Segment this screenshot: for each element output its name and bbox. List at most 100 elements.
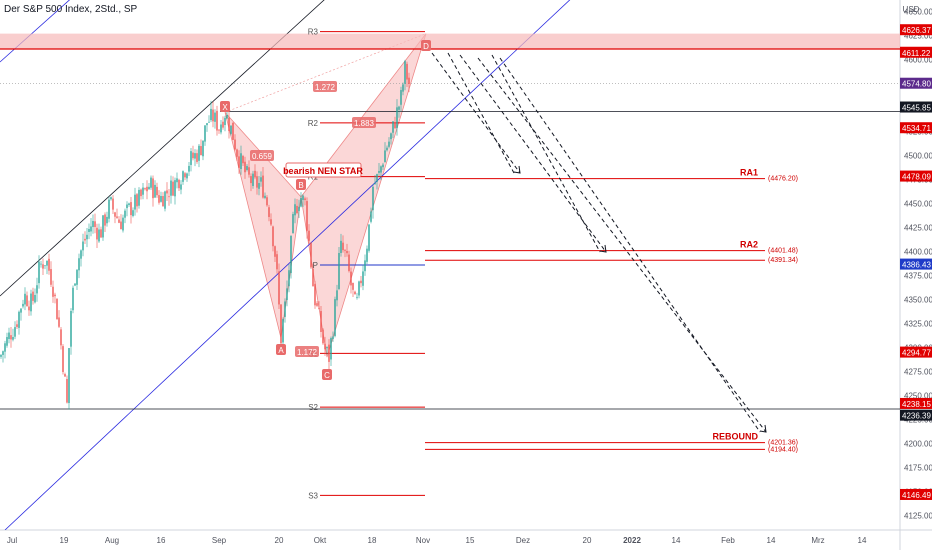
candle-body xyxy=(174,180,176,197)
candle-body xyxy=(44,265,46,267)
price-tag: 4238.15 xyxy=(902,400,931,409)
candle-body xyxy=(408,77,410,85)
candle-body xyxy=(134,194,136,210)
candle-body xyxy=(326,347,328,349)
candle-body xyxy=(230,125,232,134)
pattern-triangle-xab xyxy=(224,112,302,339)
candle-body xyxy=(16,324,18,327)
x-tick-label: Okt xyxy=(314,536,327,545)
candle-body xyxy=(402,84,404,92)
candle-body xyxy=(118,219,120,223)
candle-body xyxy=(20,308,22,313)
lower-blue-channel-line xyxy=(4,0,571,530)
pattern-ratio: 1.172 xyxy=(297,348,318,357)
candle-body xyxy=(256,176,258,188)
candle-body xyxy=(150,177,152,188)
candle-body xyxy=(202,140,204,157)
candle-body xyxy=(338,253,340,290)
candle-body xyxy=(80,250,82,259)
candle-body xyxy=(110,197,112,200)
ratio-bg xyxy=(295,346,319,357)
candle-body xyxy=(238,156,240,168)
projection-arrow-pair xyxy=(499,57,761,433)
candle-body xyxy=(194,153,196,159)
candle-body xyxy=(236,149,238,157)
candle-body xyxy=(8,332,10,340)
candle-body xyxy=(78,258,80,271)
candle-body xyxy=(34,294,36,303)
candle-body xyxy=(218,129,220,131)
candle-body xyxy=(138,189,140,206)
candle-body xyxy=(354,291,356,295)
candle-body xyxy=(384,150,386,163)
candle-body xyxy=(232,122,234,140)
candle-body xyxy=(336,290,338,301)
candle-body xyxy=(164,191,166,209)
pattern-point-bg xyxy=(296,179,306,190)
price-tag-bg xyxy=(900,24,932,36)
y-tick-label: 4275.00 xyxy=(904,368,932,377)
candle-body xyxy=(4,343,6,352)
price-tag: 4386.43 xyxy=(902,261,931,270)
candle-body xyxy=(234,139,236,150)
candle-body xyxy=(180,184,182,190)
candle-body xyxy=(190,151,192,165)
candle-body xyxy=(42,264,44,269)
candle-body xyxy=(398,106,400,110)
price-tag-bg xyxy=(900,346,932,358)
pattern-ratio: 1.883 xyxy=(354,119,375,128)
ratio-bg xyxy=(352,117,376,128)
price-tag-bg xyxy=(900,77,932,89)
candle-body xyxy=(126,204,128,209)
candle-body xyxy=(264,195,266,198)
target-label: RA2 xyxy=(740,240,758,250)
candle-body xyxy=(186,173,188,179)
candle-body xyxy=(284,301,286,317)
candle-body xyxy=(376,174,378,182)
candle-body xyxy=(304,198,306,200)
y-tick-label: 4400.00 xyxy=(904,248,932,257)
pivot-label-s3: S3 xyxy=(308,491,318,500)
candle-body xyxy=(382,164,384,168)
candle-body xyxy=(146,186,148,192)
pivot-label-p: P xyxy=(313,261,318,270)
candle-body xyxy=(192,152,194,159)
price-tag-bg xyxy=(900,258,932,270)
ratio-bg xyxy=(313,81,337,92)
candle-body xyxy=(48,258,50,271)
projection-arrow xyxy=(477,57,767,433)
candle-body xyxy=(282,319,284,343)
target-value-2: (4194.40) xyxy=(768,446,798,453)
candle-body xyxy=(350,271,352,286)
x-tick-label: Mrz xyxy=(811,536,824,545)
candle-body xyxy=(142,187,144,195)
candle-body xyxy=(172,181,174,196)
candle-body xyxy=(244,161,246,173)
candle-body xyxy=(400,90,402,105)
candle-body xyxy=(290,235,292,274)
candle-body xyxy=(188,165,190,172)
candle-body xyxy=(268,207,270,217)
y-tick-label: 4425.00 xyxy=(904,224,932,233)
candle-body xyxy=(396,107,398,129)
candle-body xyxy=(152,178,154,199)
candle-body xyxy=(372,186,374,211)
x-tick-label: 20 xyxy=(583,536,592,545)
candle-body xyxy=(274,246,276,257)
candle-body xyxy=(214,112,216,122)
x-tick-label: Feb xyxy=(721,536,735,545)
candle-body xyxy=(286,288,288,301)
candle-body xyxy=(316,303,318,306)
candle-body xyxy=(162,196,164,207)
candle-body xyxy=(394,122,396,128)
candle-body xyxy=(208,121,210,123)
pattern-point-bg xyxy=(220,101,230,112)
candle-body xyxy=(182,171,184,182)
price-tag: 4534.71 xyxy=(902,124,931,133)
candle-body xyxy=(156,186,158,196)
pattern-point-x: X xyxy=(222,103,228,112)
candle-body xyxy=(132,210,134,216)
candle-body xyxy=(276,254,278,270)
